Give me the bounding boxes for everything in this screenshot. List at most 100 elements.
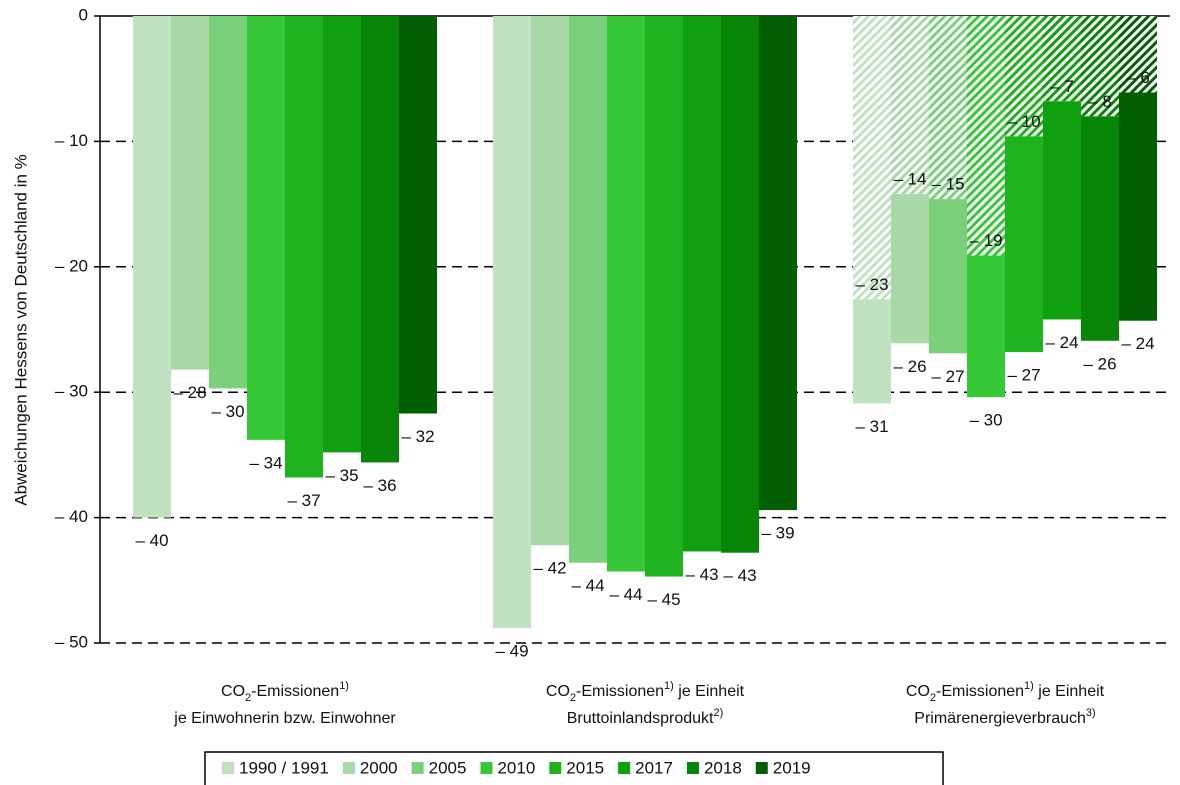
data-label: – 37 [287,491,320,510]
data-label: – 24 [1045,333,1078,352]
x-tick-label: je Einwohnerin bzw. Einwohner [173,710,396,727]
bar-hatched [967,16,1005,256]
legend-swatch [411,762,424,774]
legend-swatch [480,762,493,774]
x-tick-label: CO2-Emissionen1) je Einheit [906,680,1105,704]
legend-label: 2000 [360,758,398,777]
y-axis-label: Abweichungen Hessens von Deutschland in … [11,154,30,506]
bar [247,16,285,440]
legend-label: 2019 [773,758,811,777]
label-run: 2 [245,692,251,704]
legend-label: 2010 [497,758,535,777]
bar [569,16,607,563]
label-run: 2) [713,707,723,719]
legend-box [204,751,944,785]
bar [929,199,967,354]
bar [1081,116,1119,341]
label-run: je Einheit [1034,683,1105,700]
legend-swatch [222,762,234,774]
data-label: – 35 [325,466,358,485]
data-label: – 26 [1083,354,1116,373]
label-run: 1) [1024,680,1034,692]
bar [891,194,929,344]
data-label: – 42 [533,559,566,578]
label-run: Primärenergieverbrauch [914,710,1086,727]
bar [683,16,721,552]
data-label: – 36 [363,476,396,495]
legend-swatch [549,762,562,774]
bar [133,16,171,518]
data-label: – 26 [893,357,926,376]
bar-hatched [1005,16,1043,137]
bar-hatched [1119,16,1157,93]
data-label: – 30 [211,402,244,421]
data-label: – 19 [969,231,1002,250]
label-run: -Emissionen [936,683,1024,700]
data-label: – 34 [249,453,282,472]
bar-hatched [891,16,929,195]
label-run: 2 [570,692,576,704]
data-label: – 8 [1088,92,1112,111]
bar-hatched [1081,16,1119,117]
bar [1119,92,1157,321]
bar [607,16,645,572]
label-run: CO [906,683,930,700]
bar [967,255,1005,398]
label-run: -Emissionen [251,683,339,700]
data-label: – 30 [969,411,1002,430]
bar-hatched [853,16,891,300]
y-tick-label: – 30 [55,382,88,401]
bar [645,16,683,577]
data-label: – 39 [761,524,794,543]
bar [399,16,437,414]
bar [853,299,891,404]
bar [759,16,797,511]
label-run: Bruttoinlandsprodukt [567,710,714,727]
x-tick-label: Primärenergieverbrauch3) [914,707,1095,727]
bar [1005,136,1043,353]
y-tick-label: – 20 [55,256,88,275]
legend-label: 2018 [704,758,742,777]
label-run: -Emissionen [576,683,664,700]
y-tick-label: 0 [79,5,88,24]
bar [493,16,531,628]
data-label: – 23 [855,275,888,294]
bar-hatched [1043,16,1081,102]
legend-swatch [686,762,699,774]
label-run: je Einwohnerin bzw. Einwohner [173,710,396,727]
y-tick-label: – 50 [55,632,88,651]
x-tick-label: CO2-Emissionen1) [221,680,349,704]
legend-label: 2015 [566,758,604,777]
label-run: CO [221,683,245,700]
bar [361,16,399,463]
x-tick-label: CO2-Emissionen1) je Einheit [546,680,745,704]
data-label: – 14 [893,170,926,189]
label-run: 1) [339,680,349,692]
legend-swatch [755,762,768,774]
legend-swatch [618,762,631,774]
data-label: – 32 [401,427,434,446]
data-label: – 24 [1121,334,1154,353]
data-label: – 7 [1050,77,1074,96]
legend-label: 2017 [635,758,673,777]
data-label: – 40 [135,531,168,550]
label-run: 3) [1086,707,1096,719]
data-label: – 43 [685,565,718,584]
data-label: – 44 [571,576,604,595]
bar [721,16,759,553]
bar [1043,101,1081,320]
data-label: – 15 [931,175,964,194]
bar [531,16,569,546]
y-tick-label: – 10 [55,131,88,150]
bar [323,16,361,453]
bar [285,16,323,478]
label-run: 2 [930,692,936,704]
data-label: – 10 [1007,112,1040,131]
data-label: – 6 [1126,68,1150,87]
y-tick-label: – 40 [55,507,88,526]
x-tick-label: Bruttoinlandsprodukt2) [567,707,724,727]
bar [171,16,209,370]
legend-label: 2005 [429,758,467,777]
data-label: – 43 [723,566,756,585]
